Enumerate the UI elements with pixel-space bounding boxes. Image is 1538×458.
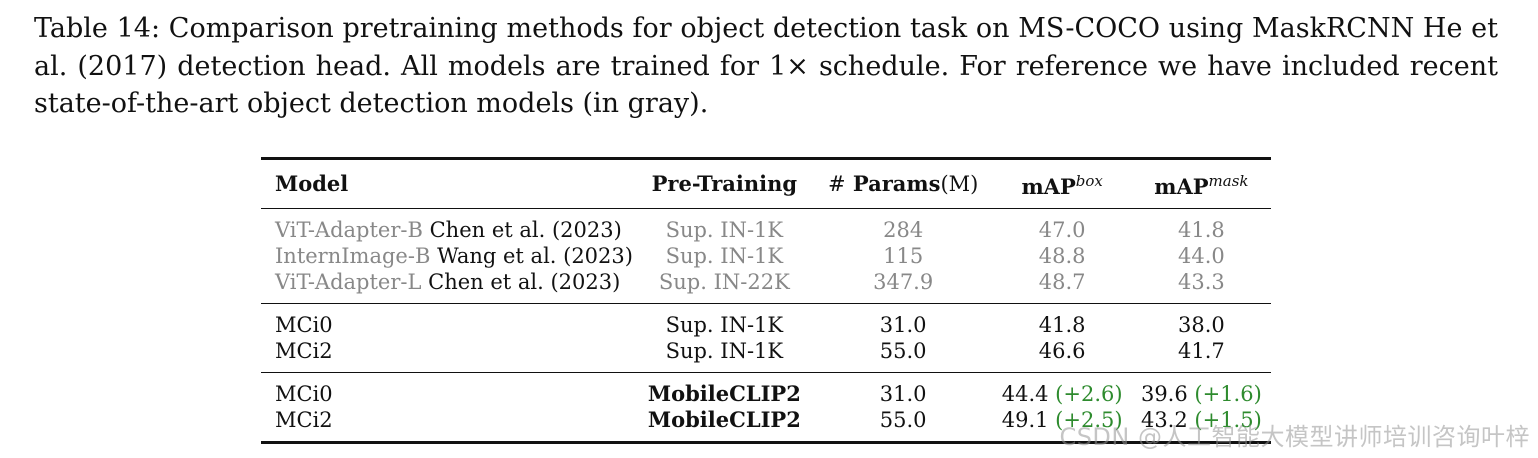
model-citation: Wang et al. (2023) xyxy=(437,244,633,268)
header-mask-superscript: mask xyxy=(1208,172,1249,190)
map-box-value: 49.1 xyxy=(1001,408,1049,432)
params-cell: 347.9 xyxy=(873,270,934,294)
header-map-box-label: mAP xyxy=(1021,174,1076,199)
model-citation: Chen et al. (2023) xyxy=(429,218,622,242)
params-cell: 55.0 xyxy=(879,339,927,363)
table-row: InternImage-B Wang et al. (2023) Sup. IN… xyxy=(261,243,1271,269)
sota-group: ViT-Adapter-B Chen et al. (2023) Sup. IN… xyxy=(261,209,1271,304)
model-cell: MCi2 xyxy=(261,407,635,444)
map-box-cell: 46.6 xyxy=(1038,339,1086,363)
params-cell: 31.0 xyxy=(813,372,993,407)
map-box-cell: 44.4 (+2.6) xyxy=(992,372,1132,407)
detection-comparison-table: Model Pre-Training # Params(M) mAPbox mA… xyxy=(261,157,1271,444)
supervised-group: MCi0 Sup. IN-1K 31.0 41.8 38.0 MCi2 Sup.… xyxy=(261,303,1271,373)
pretraining-cell: MobileCLIP2 xyxy=(634,407,814,444)
map-mask-cell: 41.8 xyxy=(1177,218,1225,242)
map-box-gain: (+2.5) xyxy=(1055,408,1123,432)
header-params-hash: # xyxy=(827,172,846,196)
model-cell: MCi0 xyxy=(261,372,635,407)
table-row: ViT-Adapter-L Chen et al. (2023) Sup. IN… xyxy=(261,269,1271,304)
model-cell: ViT-Adapter-B Chen et al. (2023) xyxy=(261,209,635,244)
table-header-row: Model Pre-Training # Params(M) mAPbox mA… xyxy=(261,157,1271,209)
header-box-superscript: box xyxy=(1075,172,1103,190)
map-mask-gain: (+1.5) xyxy=(1194,408,1262,432)
model-name: ViT-Adapter-B xyxy=(275,218,423,242)
header-map-mask: mAPmask xyxy=(1131,157,1271,209)
map-box-cell: 41.8 xyxy=(992,303,1132,338)
map-mask-cell: 38.0 xyxy=(1131,303,1271,338)
model-cell: ViT-Adapter-L Chen et al. (2023) xyxy=(261,269,635,304)
pretraining-cell: Sup. IN-1K xyxy=(665,339,784,363)
model-cell: InternImage-B Wang et al. (2023) xyxy=(261,243,635,269)
model-name: ViT-Adapter-L xyxy=(275,270,422,294)
table-caption: Table 14: Comparison pretraining methods… xyxy=(34,13,1498,119)
pretraining-cell: Sup. IN-1K xyxy=(665,244,784,268)
map-box-cell: 48.7 xyxy=(1038,270,1086,294)
params-cell: 115 xyxy=(883,244,924,268)
map-mask-cell: 43.2 (+1.5) xyxy=(1131,407,1271,444)
params-cell: 284 xyxy=(883,218,924,242)
header-params-label: Params xyxy=(852,171,941,196)
map-mask-cell: 39.6 (+1.6) xyxy=(1131,372,1271,407)
header-map-box: mAPbox xyxy=(992,157,1132,209)
map-box-gain: (+2.6) xyxy=(1055,382,1123,406)
header-map-mask-label: mAP xyxy=(1154,174,1209,199)
map-mask-gain: (+1.6) xyxy=(1194,382,1262,406)
map-box-cell: 48.8 xyxy=(1038,244,1086,268)
model-citation: Chen et al. (2023) xyxy=(428,270,621,294)
map-mask-cell: 41.7 xyxy=(1177,339,1225,363)
results-table: Model Pre-Training # Params(M) mAPbox mA… xyxy=(261,157,1271,444)
map-mask-value: 43.2 xyxy=(1140,408,1188,432)
pretraining-cell: MobileCLIP2 xyxy=(634,372,814,407)
table-row: MCi0 Sup. IN-1K 31.0 41.8 38.0 xyxy=(261,303,1271,338)
params-cell: 55.0 xyxy=(813,407,993,444)
params-cell: 31.0 xyxy=(813,303,993,338)
table-row: MCi2 MobileCLIP2 55.0 49.1 (+2.5) 43.2 (… xyxy=(261,407,1271,444)
header-model: Model xyxy=(261,157,635,209)
model-cell: MCi0 xyxy=(261,303,635,338)
watermark: CSDN @人工智能大模型讲师培训咨询叶梓 xyxy=(1059,423,1530,451)
map-box-cell: 47.0 xyxy=(1038,218,1086,242)
mobileclip2-group: MCi0 MobileCLIP2 31.0 44.4 (+2.6) 39.6 (… xyxy=(261,372,1271,444)
header-params-unit: (M) xyxy=(940,172,979,196)
map-mask-cell: 44.0 xyxy=(1177,244,1225,268)
header-params: # Params(M) xyxy=(813,157,993,209)
map-box-cell: 49.1 (+2.5) xyxy=(992,407,1132,444)
map-mask-cell: 43.3 xyxy=(1177,270,1225,294)
map-box-value: 44.4 xyxy=(1001,382,1049,406)
table-row: ViT-Adapter-B Chen et al. (2023) Sup. IN… xyxy=(261,209,1271,244)
map-mask-value: 39.6 xyxy=(1140,382,1188,406)
table-row: MCi2 Sup. IN-1K 55.0 46.6 41.7 xyxy=(261,338,1271,373)
model-name: InternImage-B xyxy=(275,244,431,268)
pretraining-cell: Sup. IN-22K xyxy=(658,270,790,294)
table-row: MCi0 MobileCLIP2 31.0 44.4 (+2.6) 39.6 (… xyxy=(261,372,1271,407)
model-cell: MCi2 xyxy=(275,339,333,363)
pretraining-cell: Sup. IN-1K xyxy=(634,303,814,338)
pretraining-cell: Sup. IN-1K xyxy=(665,218,784,242)
header-pretraining: Pre-Training xyxy=(634,157,814,209)
